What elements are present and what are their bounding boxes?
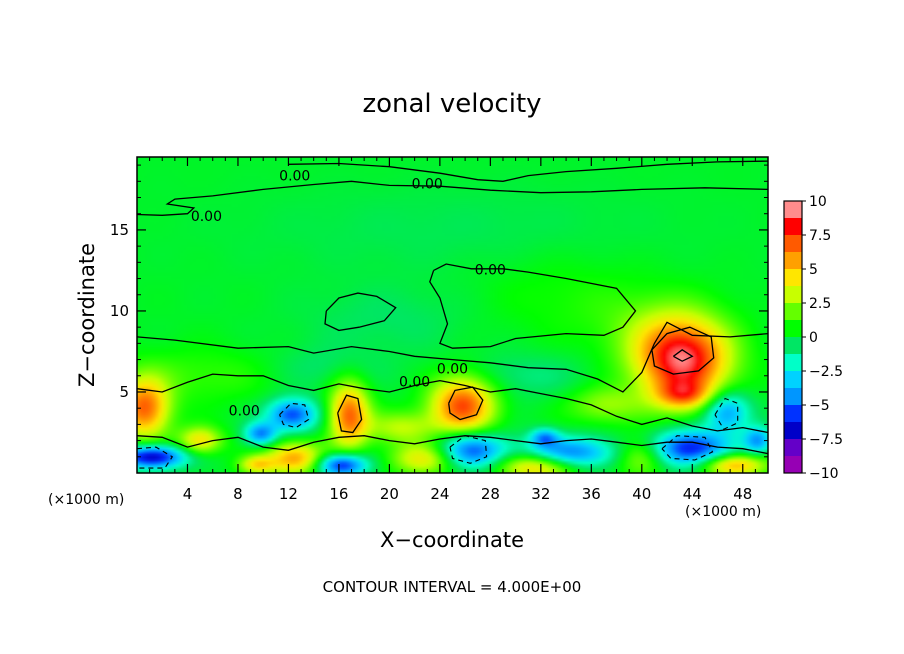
negative-contour	[661, 435, 714, 461]
x-tick-label: 44	[683, 485, 702, 503]
colorbar-swatch	[784, 252, 802, 270]
x-tick-label: 40	[632, 485, 651, 503]
zero-contour	[429, 263, 637, 349]
colorbar-swatch	[784, 201, 802, 219]
contour-label: 0.00	[191, 209, 222, 225]
contour-label: 0.00	[437, 361, 468, 377]
y-tick-label: 10	[110, 302, 129, 320]
zero-contour	[651, 326, 715, 375]
contour-interval-note: CONTOUR INTERVAL = 4.000E+00	[323, 578, 582, 596]
zero-contour	[137, 373, 768, 434]
y-axis-title: Z−coordinate	[75, 243, 99, 387]
colorbar-swatch	[784, 422, 802, 440]
x-tick-label: 48	[733, 485, 752, 503]
contour-label: 0.00	[475, 262, 506, 278]
colorbar-swatch	[784, 388, 802, 406]
x-axis-title: X−coordinate	[380, 528, 524, 552]
y-tick-label: 5	[119, 383, 129, 401]
colorbar: 10 7.5 5 2.5 0 −2.5 −5 −7.5 −10	[783, 194, 843, 482]
colorbar-swatch	[784, 439, 802, 457]
colorbar-swatch	[784, 286, 802, 304]
x-axis: 4 8 12 16 20 24 28 32 36 40 44 48	[149, 157, 756, 503]
y-axis: 5 10 15	[110, 164, 768, 458]
zero-contour	[324, 292, 397, 332]
contour-label: 0.00	[279, 168, 310, 184]
contour-label: 0.00	[412, 177, 443, 193]
colorbar-tick-label: 5	[809, 262, 818, 278]
colorbar-tick-label: 2.5	[809, 296, 831, 312]
velocity-field-image	[137, 157, 768, 473]
colorbar-swatch	[784, 371, 802, 389]
x-tick-label: 36	[582, 485, 601, 503]
colorbar-swatch	[784, 303, 802, 321]
colorbar-tick-label: 0	[809, 330, 818, 346]
chart-title: zonal velocity	[362, 89, 541, 119]
contour-labels: 0.00 0.00 0.00 0.00 0.00 0.00 0.00	[191, 168, 506, 419]
colorbar-tick-label: −10	[809, 466, 839, 482]
x-tick-label: 24	[430, 485, 449, 503]
colorbar-swatch	[784, 218, 802, 236]
zero-contour	[137, 180, 768, 216]
colorbar-tick-label: −2.5	[809, 364, 843, 380]
colorbar-tick-label: −5	[809, 398, 830, 414]
y-tick-label: 15	[110, 221, 129, 239]
colorbar-swatch	[784, 235, 802, 253]
zero-contour	[673, 349, 694, 362]
colorbar-tick-label: 10	[809, 194, 827, 210]
colorbar-swatch	[784, 456, 802, 474]
colorbar-swatch	[784, 337, 802, 355]
negative-contour	[449, 435, 488, 464]
x-unit-right: (×1000 m)	[685, 504, 761, 520]
colorbar-tick-label: −7.5	[809, 432, 843, 448]
x-tick-label: 16	[329, 485, 348, 503]
colorbar-swatch	[784, 405, 802, 423]
contour-label: 0.00	[399, 374, 430, 390]
colorbar-swatch	[784, 320, 802, 338]
x-tick-label: 32	[531, 485, 550, 503]
negative-contour	[279, 402, 310, 429]
contour-label: 0.00	[229, 403, 260, 419]
x-tick-label: 4	[183, 485, 193, 503]
zero-contour	[137, 435, 768, 455]
zero-contour	[137, 321, 768, 393]
zero-contour	[337, 394, 363, 434]
x-tick-label: 8	[233, 485, 243, 503]
colorbar-swatch	[784, 354, 802, 372]
colorbar-swatch	[784, 269, 802, 287]
x-tick-label: 28	[481, 485, 500, 503]
plot-area: 0.000.000.000.000.000.000.00 4 8 12 16 20 24 2…	[110, 156, 769, 503]
contour-lines	[137, 160, 768, 469]
zero-contour	[288, 160, 768, 182]
x-unit-left: (×1000 m)	[48, 492, 124, 508]
x-tick-label: 12	[279, 485, 298, 503]
zero-contour	[448, 386, 484, 421]
colorbar-tick-label: 7.5	[809, 228, 831, 244]
x-tick-label: 20	[380, 485, 399, 503]
negative-contour	[137, 446, 174, 469]
